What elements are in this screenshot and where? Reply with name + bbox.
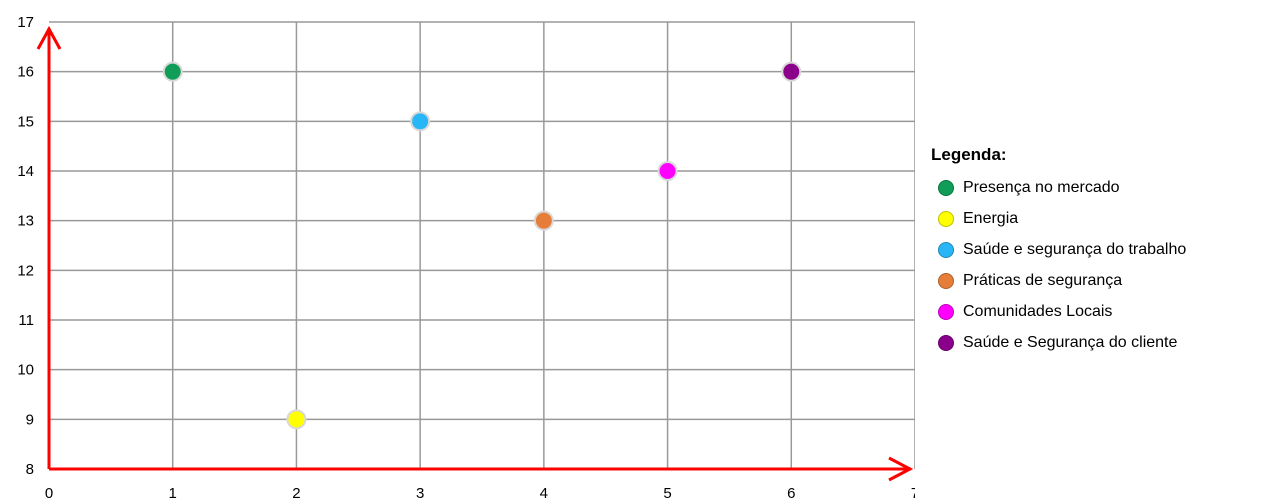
x-tick-label-6: 6	[787, 485, 795, 500]
legend-item-presenca: Presença no mercado	[931, 172, 1186, 203]
x-tick-label-2: 2	[292, 485, 300, 500]
legend-item-praticas: Práticas de segurança	[931, 265, 1186, 296]
data-point-2	[286, 409, 307, 430]
x-axis-arrow-icon	[888, 456, 914, 482]
x-tick-label-7: 7	[911, 485, 915, 500]
x-tick-label-0: 0	[45, 485, 53, 500]
y-tick-label-16: 16	[17, 64, 34, 81]
legend-swatch-saude-cliente	[938, 334, 954, 351]
y-tick-label-8: 8	[26, 461, 34, 478]
data-point-5	[657, 161, 678, 181]
x-tick-label-4: 4	[540, 485, 548, 500]
y-tick-label-11: 11	[18, 312, 34, 329]
x-tick-label-1: 1	[169, 485, 177, 500]
legend-label-saude-cliente: Saúde e Segurança do cliente	[963, 333, 1178, 351]
legend-label-comunidades: Comunidades Locais	[963, 302, 1113, 320]
legend-title: Legenda:	[931, 145, 1007, 164]
legend-swatch-saude-trabalho	[938, 241, 954, 258]
legend: Legenda: Presença no mercado Energia Saú…	[931, 144, 1186, 358]
legend-item-saude-cliente: Saúde e Segurança do cliente	[931, 327, 1186, 358]
legend-label-saude-trabalho: Saúde e segurança do trabalho	[963, 240, 1187, 258]
y-tick-label-13: 13	[17, 213, 34, 230]
data-point-1	[162, 61, 183, 82]
y-axis-arrow-icon	[36, 25, 62, 50]
legend-item-energia: Energia	[931, 203, 1186, 234]
x-tick-label-5: 5	[663, 485, 671, 500]
legend-swatch-comunidades	[938, 303, 954, 320]
legend-swatch-presenca	[938, 179, 954, 196]
y-tick-label-12: 12	[17, 262, 34, 279]
y-tick-label-10: 10	[17, 362, 34, 379]
y-tick-label-14: 14	[17, 163, 34, 180]
y-tick-label-15: 15	[17, 113, 34, 130]
legend-swatch-energia	[938, 210, 954, 227]
legend-swatch-praticas	[938, 272, 954, 289]
legend-label-praticas: Práticas de segurança	[963, 271, 1123, 289]
legend-label-presenca: Presença no mercado	[963, 178, 1120, 196]
legend-item-comunidades: Comunidades Locais	[931, 296, 1186, 327]
data-point-3	[410, 111, 431, 132]
scatter-chart: 01234567891011121314151617	[17, 14, 915, 500]
data-point-4	[533, 210, 554, 231]
y-tick-label-17: 17	[17, 14, 34, 31]
legend-label-energia: Energia	[963, 209, 1019, 227]
data-point-6	[781, 61, 802, 82]
y-tick-label-9: 9	[26, 411, 34, 428]
x-tick-label-3: 3	[416, 485, 424, 500]
legend-item-saude-trabalho: Saúde e segurança do trabalho	[931, 234, 1186, 265]
